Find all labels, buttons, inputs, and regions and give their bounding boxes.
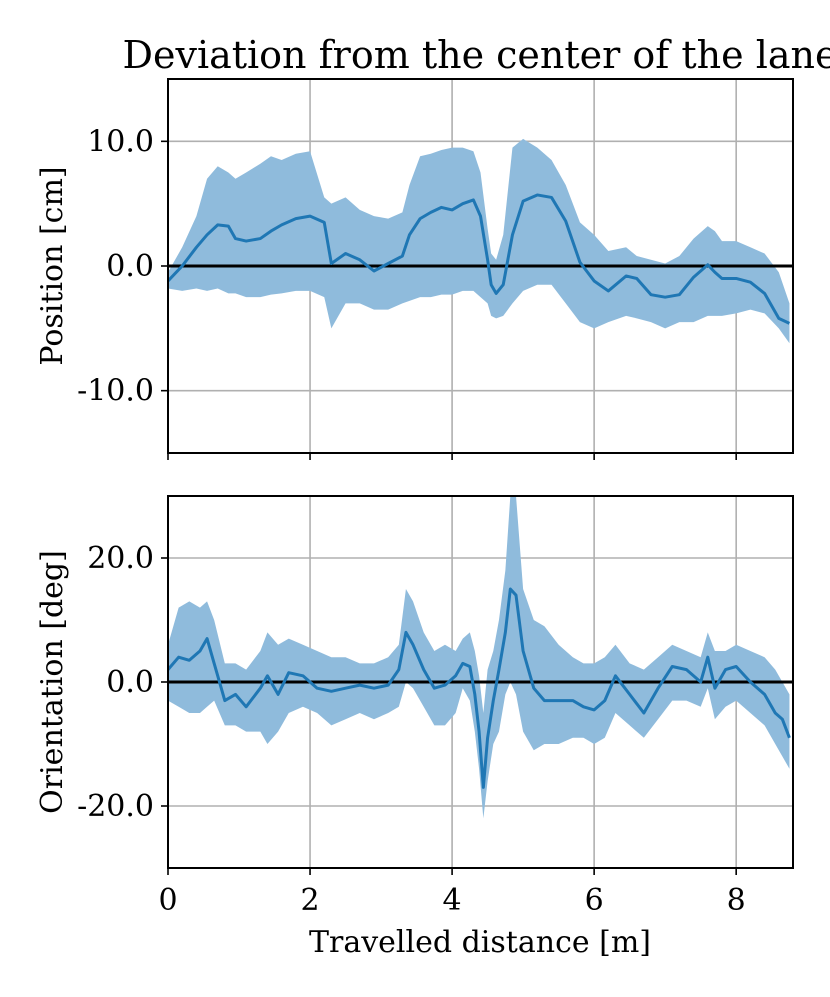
orientation-ytick-label-2: 20.0 <box>87 541 154 576</box>
orientation-ytick-label-0: -20.0 <box>77 789 154 824</box>
position-ytick-label-2: 10.0 <box>87 124 154 159</box>
orientation-confidence-band <box>168 496 790 819</box>
orientation-xtick-label-2: 4 <box>443 883 462 918</box>
orientation-mean-line <box>168 587 791 789</box>
orientation-ytick-label-1: 0.0 <box>106 665 154 700</box>
orientation-xtick-label-1: 2 <box>300 883 319 918</box>
position-y-axis-label: Position [cm] <box>35 166 70 365</box>
position-mean-line <box>168 193 791 325</box>
orientation-panel: 0 2 4 6 8 -20.0 0.0 20.0 Orientation [deg] <box>35 495 794 918</box>
orientation-xtick-label-3: 6 <box>585 883 604 918</box>
chart-title: Deviation from the center of the lane <box>123 33 830 77</box>
orientation-y-axis-label: Orientation [deg] <box>35 550 70 814</box>
position-panel: -10.0 0.0 10.0 Position [cm] <box>35 78 794 460</box>
position-confidence-band <box>168 138 790 344</box>
orientation-xtick-label-4: 8 <box>727 883 746 918</box>
position-ytick-label-1: 0.0 <box>106 249 154 284</box>
position-ytick-label-0: -10.0 <box>77 374 154 409</box>
orientation-xtick-label-0: 0 <box>158 883 177 918</box>
x-axis-label: Travelled distance [m] <box>309 925 651 960</box>
